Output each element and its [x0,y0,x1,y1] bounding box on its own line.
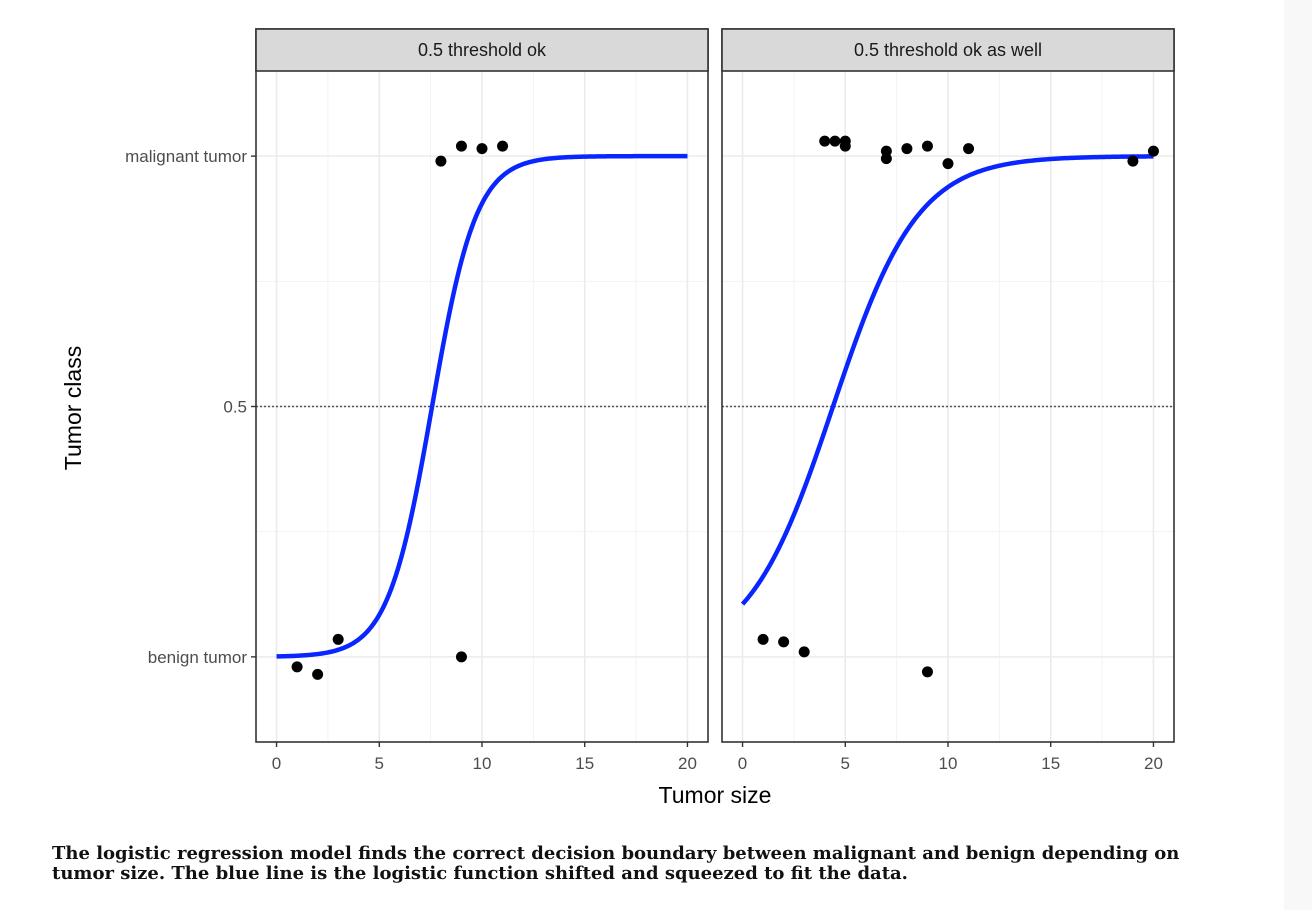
logistic-curve [740,154,1154,606]
data-point [839,140,851,152]
x-tick-label: 15 [575,754,594,773]
panel-1: 0.5 threshold ok 0 5 10 15 20 [255,28,709,773]
data-point [497,140,509,152]
x-tick-label: 15 [1041,754,1060,773]
x-tick-label: 10 [939,754,958,773]
data-point [476,143,488,155]
data-point [880,153,892,165]
x-tick-label: 0 [272,754,281,773]
x-tick-label: 10 [473,754,492,773]
data-point [942,158,954,170]
figure-caption: The logistic regression model finds the … [52,843,1180,884]
facet-strip [721,28,1175,72]
data-point [291,661,303,673]
data-point [901,143,913,155]
logistic-curve [276,153,688,659]
data-point [798,646,810,658]
data-point [963,143,975,155]
x-tick-label: 5 [841,754,850,773]
y-tick-label: 0.5 [223,398,247,417]
data-point [1147,145,1159,157]
panels-layer: 0.5 threshold ok0 5 10 15 200.5 threshold ok… [255,28,1175,773]
data-point [435,155,447,167]
facet-strip-label: 0.5 threshold ok [418,40,547,60]
data-point [829,135,841,147]
data-point [312,668,324,680]
data-point [921,140,933,152]
data-point [757,633,769,645]
y-tick-label: benign tumor [148,648,248,667]
x-tick-label: 5 [375,754,384,773]
data-point [1127,155,1139,167]
facet-strip-label: 0.5 threshold ok as well [854,40,1042,60]
right-margin-strip [1284,0,1312,910]
y-axis: malignant tumor 0.5 benign tumor [125,147,256,667]
data-point [819,135,831,147]
x-tick-label: 20 [1144,754,1163,773]
x-axis-title: Tumor size [659,782,772,808]
y-tick-label: malignant tumor [125,147,247,166]
data-point [921,666,933,678]
data-point [455,140,467,152]
x-tick-label: 0 [738,754,747,773]
data-point [778,636,790,648]
data-point [332,633,344,645]
x-tick-label: 20 [678,754,697,773]
y-axis-title: Tumor class [60,346,86,470]
panel-2: 0.5 threshold ok as well 0 5 10 15 20 [721,28,1175,773]
data-point [455,651,467,663]
facet-strip [255,28,709,72]
